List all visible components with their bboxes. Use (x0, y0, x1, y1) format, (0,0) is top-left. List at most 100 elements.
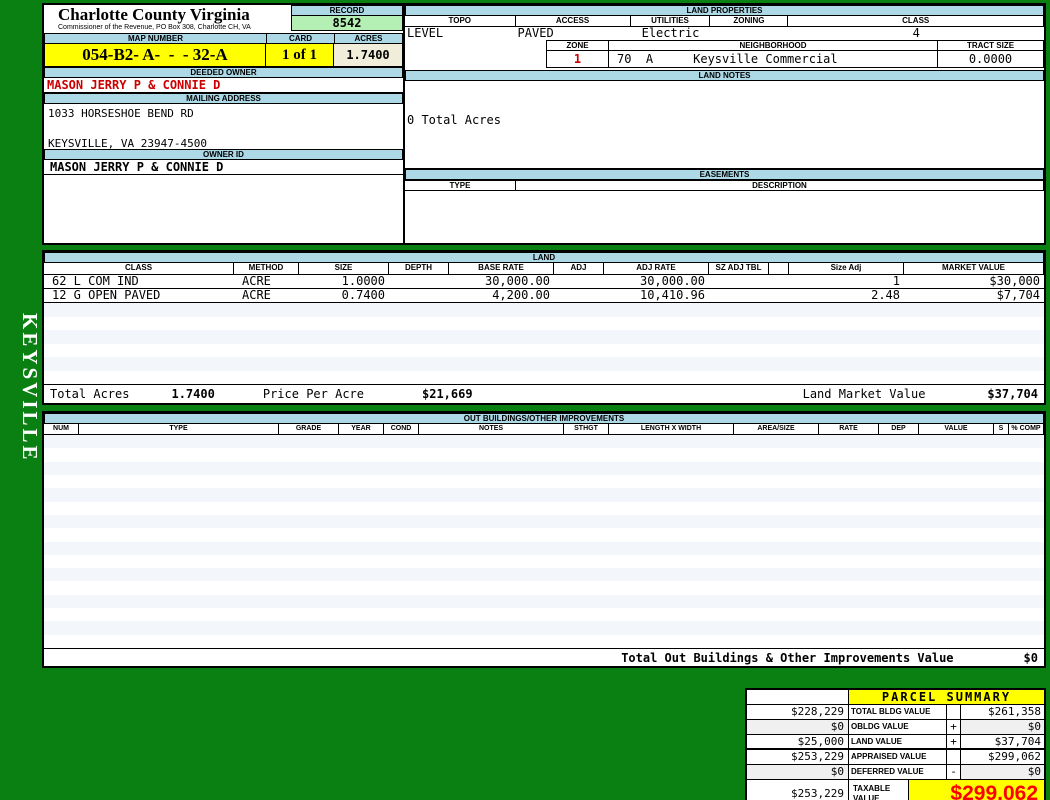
ps-sign (947, 750, 961, 765)
land-properties-section-label: LAND PROPERTIES (405, 5, 1044, 16)
parcel-summary-title: PARCEL SUMMARY (849, 690, 1044, 705)
land-header-depth: DEPTH (389, 263, 449, 274)
land-table-row: 12 G OPEN PAVED ACRE 0.7400 4,200.00 10,… (44, 289, 1044, 303)
deeded-owner-label: DEEDED OWNER (44, 67, 403, 78)
land-header-adj-rate: ADJ RATE (604, 263, 709, 274)
land-notes-section-label: LAND NOTES (405, 70, 1044, 81)
neighborhood-cell: 70 A Keysville Commercial (609, 51, 938, 68)
price-per-acre-label: Price Per Acre (262, 387, 364, 401)
outb-header-notes: NOTES (419, 424, 564, 435)
land-row-class: 12 G OPEN PAVED (52, 289, 161, 302)
ps-sign: + (947, 720, 961, 735)
summary-wrap: PARCEL SUMMARY $228,229 TOTAL BLDG VALUE… (42, 688, 1046, 800)
utilities-value: Electric (641, 26, 700, 40)
land-header-base-rate: BASE RATE (449, 263, 554, 274)
land-row-size: 0.7400 (341, 289, 385, 302)
address-line2: KEYSVILLE, VA 23947-4500 (48, 137, 207, 150)
land-row-base-rate: 30,000.00 (484, 275, 550, 288)
land-row-size: 1.0000 (341, 275, 385, 288)
outb-header-type: TYPE (79, 424, 279, 435)
ps-label: APPRAISED VALUE (849, 750, 947, 765)
address-line1: 1033 HORSESHOE BEND RD (48, 107, 194, 120)
land-row-adj-rate: 30,000.00 (639, 275, 705, 288)
outb-header-area-size: AREA/SIZE (734, 424, 819, 435)
outb-header-num: NUM (44, 424, 79, 435)
record-block: RECORD 8542 (291, 5, 403, 33)
easements-body (405, 191, 1044, 243)
map-card-acres-values: 054-B2- A- - - 32-A 1 of 1 1.7400 (44, 44, 403, 67)
ps-sign (947, 705, 961, 720)
land-row-sz-adj-tbl (709, 275, 769, 288)
mailing-address-block: 1033 HORSESHOE BEND RD KEYSVILLE, VA 239… (44, 104, 403, 150)
outb-header-grade: GRADE (279, 424, 339, 435)
land-empty-row (44, 317, 1044, 331)
land-header-market-value: MARKET VALUE (904, 263, 1044, 274)
land-market-value: $37,704 (987, 387, 1038, 401)
land-header-adj: ADJ (554, 263, 604, 274)
land-header-sz-adj-tbl: SZ ADJ TBL (709, 263, 769, 274)
class-value: 4 (912, 26, 920, 40)
land-row-adj (554, 289, 604, 302)
parcel-summary-row: $253,229 APPRAISED VALUE $299,062 (747, 750, 1044, 765)
land-row-class: 62 L COM IND (52, 275, 139, 288)
county-subtitle: Commissioner of the Revenue, PO Box 308,… (58, 24, 251, 31)
card-label: CARD (266, 33, 334, 44)
parcel-summary-row: $0 OBLDG VALUE + $0 (747, 720, 1044, 735)
county-title-block: Charlotte County Virginia Commissioner o… (44, 5, 291, 33)
land-header-size-adj: Size Adj (789, 263, 904, 274)
zoning-label: ZONING (710, 16, 789, 27)
price-per-acre-value: $21,669 (422, 387, 473, 401)
ps-prior-value: $25,000 (747, 735, 849, 750)
out-buildings-section: OUT BUILDINGS/OTHER IMPROVEMENTS NUM TYP… (42, 411, 1046, 668)
land-row-method: ACRE (242, 275, 271, 288)
zone-value: 1 (546, 51, 609, 68)
land-section: LAND CLASS METHOD SIZE DEPTH BASE RATE A… (42, 250, 1046, 405)
owner-id-label: OWNER ID (44, 149, 403, 160)
zone-headers: ZONE NEIGHBORHOOD TRACT SIZE (546, 40, 1044, 51)
land-row-base-rate: 4,200.00 (492, 289, 550, 302)
ps-value: $0 (961, 765, 1044, 780)
taxable-label: TAXABLE VALUE (849, 780, 909, 800)
ps-value: $261,358 (961, 705, 1044, 720)
record-value: 8542 (291, 16, 403, 31)
land-section-label: LAND (44, 252, 1044, 263)
land-header-blank (769, 263, 789, 274)
deeded-owner-value: MASON JERRY P & CONNIE D (44, 78, 403, 93)
ps-sign: - (947, 765, 961, 780)
out-buildings-headers: NUM TYPE GRADE YEAR COND NOTES STHGT LEN… (44, 424, 1044, 435)
ps-value: $0 (961, 720, 1044, 735)
access-label: ACCESS (515, 16, 631, 27)
land-row-sz-adj-tbl (709, 289, 769, 302)
top-section: Charlotte County Virginia Commissioner o… (42, 3, 1046, 245)
land-row-method: ACRE (242, 289, 271, 302)
zone-label: ZONE (546, 40, 609, 51)
outb-header-pct-comp: % COMP (1009, 424, 1044, 435)
zone-values: 1 70 A Keysville Commercial 0.0000 (546, 51, 1044, 68)
parcel-summary-header: PARCEL SUMMARY (747, 690, 1044, 705)
owner-panel-filler (44, 175, 403, 243)
taxable-value-row: $253,229 TAXABLE VALUE $299,062 (747, 780, 1044, 800)
owner-panel: Charlotte County Virginia Commissioner o… (42, 3, 404, 245)
land-empty-row (44, 303, 1044, 317)
out-buildings-empty-rows (44, 435, 1044, 648)
card-value: 1 of 1 (266, 44, 334, 67)
tract-size-value: 0.0000 (938, 51, 1044, 68)
zone-grid: ZONE NEIGHBORHOOD TRACT SIZE 1 70 A Keys… (546, 40, 1044, 68)
card-content: Charlotte County Virginia Commissioner o… (42, 3, 1046, 800)
land-header-class: CLASS (44, 263, 234, 274)
land-row-market-value: $7,704 (996, 289, 1040, 302)
record-label: RECORD (291, 5, 403, 16)
neighborhood-value: Keysville Commercial (693, 52, 838, 66)
class-label: CLASS (788, 16, 1044, 27)
parcel-summary-row: $25,000 LAND VALUE + $37,704 (747, 735, 1044, 750)
outb-total-label: Total Out Buildings & Other Improvements… (621, 650, 954, 665)
land-row-blank (769, 275, 789, 288)
land-row-blank (769, 289, 789, 302)
owner-id-value: MASON JERRY P & CONNIE D (44, 160, 403, 175)
land-empty-row (44, 344, 1044, 358)
land-market-value-label: Land Market Value (802, 387, 926, 401)
outb-total-value: $0 (1023, 650, 1038, 665)
land-header-method: METHOD (234, 263, 299, 274)
neighborhood-label: NEIGHBORHOOD (609, 40, 938, 51)
county-header: Charlotte County Virginia Commissioner o… (44, 5, 403, 33)
